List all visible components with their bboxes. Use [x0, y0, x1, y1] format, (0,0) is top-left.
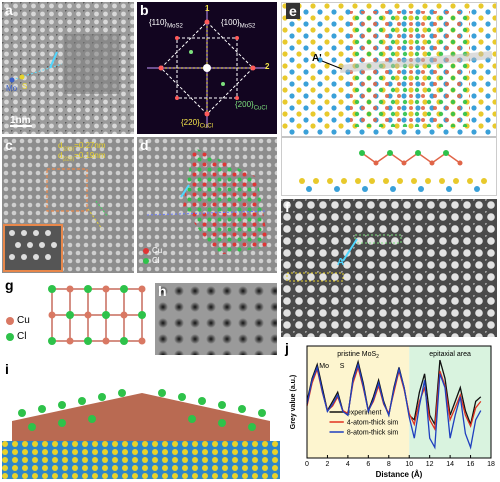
panel-i-svg: [2, 389, 280, 479]
panel-b-direction-1: 1: [205, 4, 210, 13]
panel-f-marker: A: [337, 257, 345, 268]
chart-annotation-s: S: [340, 363, 345, 370]
panel-g-legend-cu: Cu: [17, 315, 30, 326]
panel-a-s-label: S: [22, 82, 28, 91]
panel-e-marker: A': [312, 53, 322, 64]
panel-g-legend-cl: Cl: [17, 331, 27, 342]
panel-b-spot-200: {200}CuCl: [235, 100, 268, 112]
panel-h-simulated-image: h: [155, 283, 277, 355]
x-tick-label-0: 0: [305, 461, 309, 468]
panel-b-direction-2: 2: [265, 62, 270, 71]
x-tick-label-3: 6: [366, 461, 370, 468]
x-axis-label: Distance (Å): [376, 470, 423, 479]
panel-d-label: d: [140, 137, 149, 153]
legend-label-2: 8-atom-thick sim: [347, 430, 399, 437]
panel-a-scale-bar-label: 1nm: [10, 115, 31, 126]
panel-d-svg: [137, 137, 277, 273]
x-tick-label-8: 16: [467, 461, 475, 468]
x-tick-label-6: 12: [426, 461, 434, 468]
x-tick-label-1: 2: [325, 461, 329, 468]
x-tick-label-9: 18: [487, 461, 495, 468]
panel-h-label: h: [158, 283, 167, 299]
y-axis-label: Grey value (a.u.): [290, 375, 297, 429]
chart-region-label-1: epitaxial area: [429, 351, 471, 358]
panel-e-svg: [282, 3, 496, 195]
panel-c-d-spacing-1: d(200)=0.27nm: [58, 141, 106, 153]
x-tick-label-4: 8: [387, 461, 391, 468]
panel-b-label: b: [140, 2, 149, 18]
panel-e-atomic-model: e A': [281, 2, 497, 196]
chart-annotation-mo: Mo: [319, 363, 329, 370]
panel-b-fft: b 1 2 {110}MoS2 {100}MoS2 {220}CuCl {200…: [137, 2, 277, 134]
panel-c-d-spacing-2: d(220)=0.19nm: [58, 151, 106, 163]
panel-g-side-model: g Cu Cl: [2, 277, 152, 357]
panel-e-label: e: [286, 3, 300, 19]
panel-j-chart: pristine MoS2 epitaxial area Mo S experimen…: [283, 340, 498, 480]
panel-g-svg: [6, 285, 146, 345]
panel-j-label: j: [285, 340, 289, 356]
panel-d-legend-cl: Cl: [152, 256, 160, 265]
chart-region-label-0: pristine MoS2: [337, 351, 379, 360]
panel-a-label: a: [5, 2, 13, 18]
panel-a-mo-label: Mo: [6, 84, 18, 93]
panel-c-svg: [2, 137, 134, 273]
panel-d-legend-cu: Cu: [152, 246, 163, 255]
panel-b-spot-110: {110}MoS2: [149, 18, 183, 30]
panel-c-label: c: [5, 137, 13, 153]
series-line-2: [306, 362, 482, 450]
panel-b-spot-100: {100}MoS2: [221, 18, 256, 30]
panel-f-simulated-image: f A: [281, 199, 497, 337]
panel-j-chart-svg: pristine MoS2 epitaxial area Mo S experimen…: [290, 345, 495, 479]
panel-f-svg: [281, 199, 497, 337]
x-tick-label-7: 14: [446, 461, 454, 468]
chart-frame: [306, 345, 492, 459]
panel-d-overlay-image: d Cu Cl: [137, 137, 277, 273]
panel-a-svg: [2, 2, 134, 134]
legend-label-0: experiment: [347, 410, 382, 417]
legend-label-1: 4-atom-thick sim: [347, 420, 399, 427]
panel-b-svg: [137, 2, 277, 134]
panel-c-tem-image: c d(200)=0.27nm d(220)=0.19nm: [2, 137, 134, 273]
panel-b-spot-220: {220}CuCl: [181, 118, 214, 130]
panel-a-tem-image: a Mo S 1nm: [2, 2, 134, 134]
panel-i-3d-model: i: [2, 361, 280, 479]
panel-g-label: g: [5, 277, 14, 293]
panel-i-label: i: [5, 361, 9, 377]
x-tick-label-5: 10: [405, 461, 413, 468]
chart-region-1: [409, 346, 491, 458]
x-tick-label-2: 4: [346, 461, 350, 468]
panel-h-svg: [155, 283, 277, 355]
panel-f-label: f: [285, 199, 290, 215]
